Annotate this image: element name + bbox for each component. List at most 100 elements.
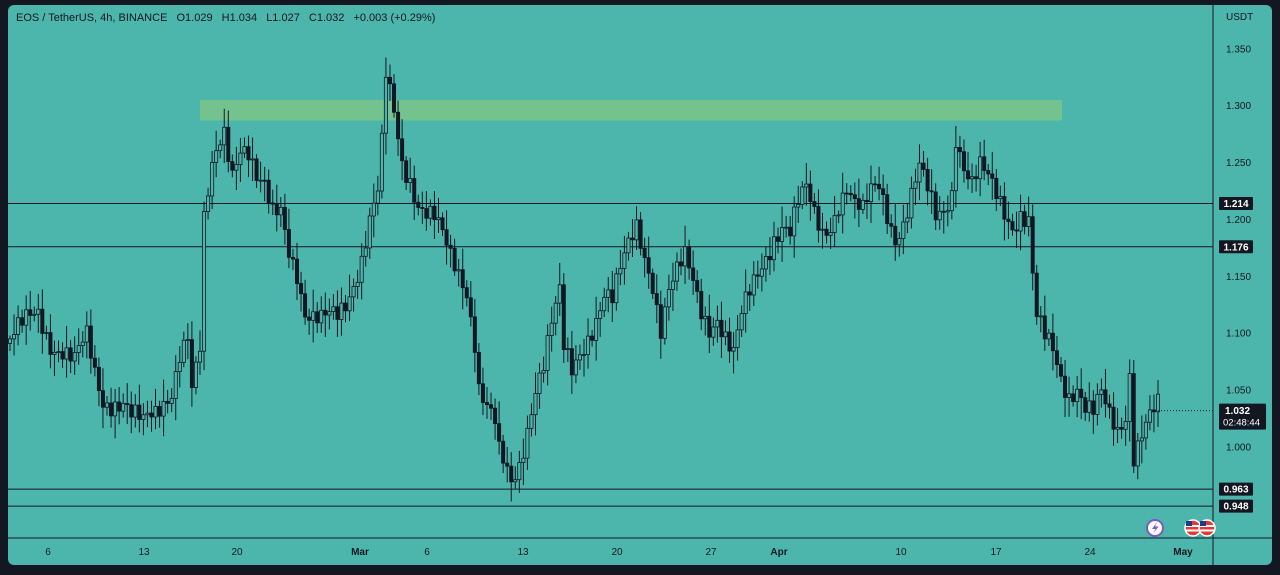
- candle: [1107, 394, 1112, 419]
- candle: [586, 318, 591, 369]
- candle: [137, 384, 142, 433]
- candle: [949, 182, 954, 220]
- candle: [913, 168, 918, 206]
- candle: [893, 204, 898, 261]
- candle: [250, 137, 255, 182]
- candle: [472, 298, 477, 373]
- candle: [719, 301, 724, 358]
- candle: [864, 183, 869, 219]
- candle: [577, 344, 582, 370]
- candle: [363, 230, 368, 267]
- candle: [80, 331, 85, 358]
- candle: [464, 280, 469, 307]
- candle: [840, 172, 845, 234]
- candle: [739, 305, 744, 337]
- candle: [270, 189, 275, 216]
- candle: [691, 250, 696, 295]
- candle: [412, 165, 417, 221]
- x-tick-label: Mar: [351, 547, 369, 558]
- candle: [347, 274, 352, 322]
- candle: [953, 125, 958, 208]
- candle: [371, 183, 376, 238]
- candle: [990, 151, 995, 200]
- candle: [428, 199, 433, 226]
- candle: [618, 249, 623, 286]
- candle: [129, 391, 134, 434]
- x-tick-label: 20: [231, 547, 243, 558]
- ohlc-high: H1.034: [221, 12, 258, 24]
- candle: [185, 323, 190, 360]
- candle: [747, 284, 752, 311]
- candle: [901, 204, 906, 255]
- candle: [327, 298, 332, 330]
- candlesticks: [8, 57, 1161, 502]
- candle: [707, 294, 712, 354]
- candle: [982, 139, 987, 181]
- candle: [230, 154, 235, 178]
- lightning-icon[interactable]: [1146, 519, 1164, 537]
- candle: [92, 345, 97, 377]
- candle: [238, 137, 243, 182]
- candle: [974, 164, 979, 192]
- candle: [214, 130, 219, 178]
- candle: [436, 197, 441, 233]
- candle: [76, 328, 81, 365]
- candle: [157, 400, 162, 428]
- candle: [881, 174, 886, 216]
- candle: [48, 314, 53, 369]
- candle: [266, 169, 271, 214]
- candle: [1119, 417, 1124, 439]
- candle: [573, 345, 578, 384]
- candle: [307, 308, 312, 335]
- candle: [274, 184, 279, 232]
- level-badge-text: 0.948: [1223, 502, 1248, 513]
- candle: [153, 388, 158, 430]
- candle: [545, 324, 550, 386]
- candle: [1038, 306, 1043, 333]
- level-badge: 0.948: [1219, 499, 1253, 513]
- symbol-title[interactable]: EOS / TetherUS, 4h, BINANCE: [16, 12, 168, 24]
- price-axis: 1.350 1.300 1.250 1.200 1.150 1.100 1.050 1.000: [1212, 5, 1251, 565]
- candle: [1099, 378, 1104, 408]
- x-tick-label: 17: [990, 547, 1002, 558]
- candle: [537, 362, 542, 409]
- candle: [1156, 380, 1161, 427]
- candle: [169, 388, 174, 413]
- candle: [1018, 194, 1023, 251]
- candle: [133, 394, 138, 428]
- candle: [88, 309, 93, 374]
- chart-canvas[interactable]: 1.350 1.300 1.250 1.200 1.150 1.100 1.050 1.000…: [8, 5, 1272, 565]
- candle: [1067, 376, 1072, 417]
- candle: [771, 221, 776, 272]
- candle: [986, 164, 991, 186]
- candle: [383, 57, 388, 155]
- candle: [218, 139, 223, 159]
- candle: [941, 201, 946, 234]
- candle: [658, 290, 663, 359]
- candle: [121, 393, 126, 418]
- candle: [679, 248, 684, 276]
- candle: [796, 185, 801, 223]
- candle: [24, 295, 29, 345]
- candle: [1127, 359, 1132, 442]
- candle: [594, 296, 599, 361]
- candle: [489, 392, 494, 421]
- resistance-zone: [200, 100, 1062, 121]
- candle: [610, 271, 615, 322]
- candle: [998, 185, 1003, 207]
- us-flag-icon-2[interactable]: [1198, 519, 1216, 537]
- candle: [149, 400, 154, 432]
- symbol-header: EOS / TetherUS, 4h, BINANCE O1.029 H1.03…: [16, 12, 441, 24]
- candle: [52, 340, 57, 377]
- level-badge: 1.214: [1219, 197, 1253, 211]
- us-flag-icon[interactable]: [1184, 519, 1202, 537]
- candle: [513, 466, 518, 489]
- candle: [420, 191, 425, 224]
- candle: [670, 262, 675, 311]
- candle: [970, 163, 975, 194]
- candle: [1091, 390, 1096, 434]
- candle: [816, 189, 821, 243]
- candle: [727, 317, 732, 363]
- candle: [873, 176, 878, 192]
